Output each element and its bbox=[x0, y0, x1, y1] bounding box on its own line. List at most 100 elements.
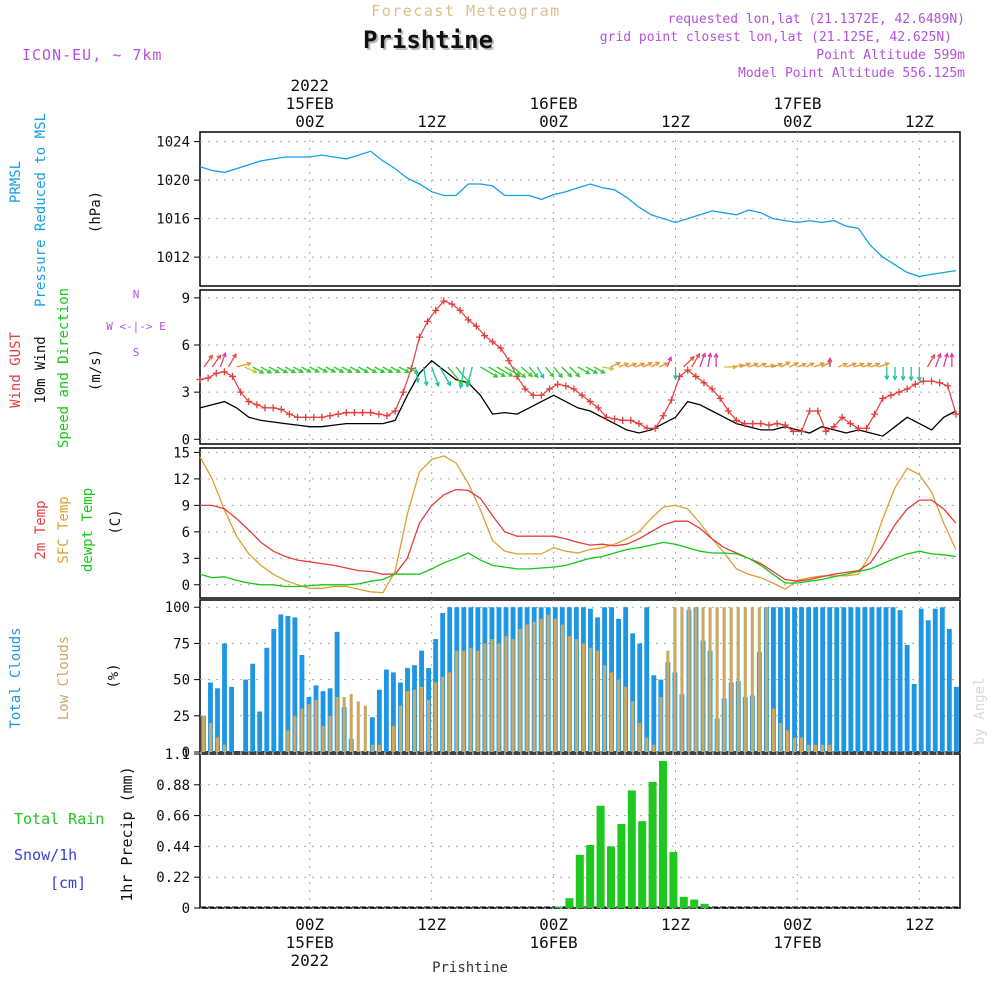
low-cloud-bar bbox=[652, 744, 656, 752]
gust-point bbox=[456, 306, 464, 314]
low-cloud-bar bbox=[504, 636, 508, 752]
rain-bar bbox=[565, 898, 574, 908]
wind-arrow bbox=[431, 366, 440, 387]
gust-point bbox=[822, 427, 830, 435]
wind-arrow bbox=[309, 366, 319, 373]
low-cloud-bar bbox=[497, 643, 501, 752]
gust-point bbox=[944, 382, 952, 390]
wind-arrow bbox=[260, 366, 272, 374]
total-cloud-bar bbox=[208, 682, 213, 752]
y-tick-label: 1012 bbox=[156, 250, 190, 266]
wind-arrow-head bbox=[493, 373, 499, 378]
gust-point bbox=[497, 344, 505, 352]
total-cloud-bar bbox=[939, 607, 945, 752]
wind-arrow bbox=[293, 366, 303, 373]
wind-arrow-head bbox=[732, 364, 738, 370]
total-cloud-bar bbox=[292, 617, 298, 752]
gust-point bbox=[310, 413, 318, 421]
total-cloud-bar bbox=[855, 607, 861, 752]
total-cloud-bar bbox=[813, 607, 819, 752]
gust-point bbox=[716, 394, 724, 402]
wind-unit: (m/s) bbox=[88, 349, 104, 391]
gust-point bbox=[594, 404, 602, 412]
wind-arrow bbox=[780, 361, 790, 368]
wind-arrow-head bbox=[900, 375, 906, 382]
rain-bar bbox=[648, 782, 657, 908]
y-tick-label: 0 bbox=[182, 432, 190, 448]
rain-bar bbox=[627, 790, 636, 908]
snow-unit-label: [cm] bbox=[50, 874, 86, 892]
wind-arrow-head bbox=[339, 368, 345, 373]
dewpt-label: dewpt Temp bbox=[80, 488, 96, 572]
gridpoint-coords: grid point closest lon,lat (21.125E, 42.… bbox=[600, 30, 952, 45]
top-tick-label: 12Z bbox=[417, 112, 446, 131]
cloud-unit: (%) bbox=[106, 663, 122, 688]
total-cloud-bar bbox=[369, 717, 375, 752]
model-label: ICON-EU, ~ 7km bbox=[22, 46, 162, 64]
gust-point bbox=[448, 300, 456, 308]
y-tick-label: 0 bbox=[182, 745, 190, 761]
wind-arrow-head bbox=[632, 362, 638, 368]
wind-arrow bbox=[699, 353, 706, 368]
gust-point bbox=[269, 404, 277, 412]
wind-arrow bbox=[252, 366, 264, 374]
wind-dir-label: Speed and Direction bbox=[56, 288, 72, 448]
wind-arrow bbox=[459, 366, 465, 388]
wind-arrow bbox=[610, 362, 621, 368]
low-cloud-bar bbox=[574, 639, 578, 752]
gust-point bbox=[196, 376, 204, 384]
wind-arrow-head bbox=[673, 375, 678, 381]
bottom-tick-label: 16FEB bbox=[529, 933, 577, 952]
top-tick-label: 17FEB bbox=[773, 94, 821, 113]
wind-arrow-head bbox=[363, 368, 369, 374]
y-tick-label: 9 bbox=[182, 498, 190, 514]
wind-arrow-head bbox=[221, 351, 227, 358]
wind-arrow-head bbox=[944, 352, 949, 358]
gust-point bbox=[277, 405, 285, 413]
wind-arrow-head bbox=[252, 368, 258, 374]
wind-arrow-head bbox=[689, 355, 695, 361]
temp-unit: (C) bbox=[108, 509, 124, 534]
low-cloud-bar bbox=[398, 705, 403, 752]
low-cloud-bar bbox=[666, 650, 670, 752]
gust-point bbox=[489, 338, 497, 346]
wind-arrow bbox=[439, 366, 451, 386]
gust-point bbox=[399, 388, 407, 396]
y-tick-label: 6 bbox=[182, 338, 190, 354]
wind-arrow-head bbox=[785, 361, 791, 366]
rain-bar bbox=[690, 899, 699, 908]
precip-unit: 1hr Precip (mm) bbox=[118, 766, 136, 901]
wind-arrow-head bbox=[528, 372, 534, 378]
y-tick-label: 50 bbox=[173, 673, 190, 689]
gust-point bbox=[261, 404, 269, 412]
low-cloud-bar bbox=[222, 744, 227, 752]
wind-arrow bbox=[528, 366, 539, 378]
total-cloud-bar bbox=[243, 679, 249, 752]
low-cloud-bar bbox=[750, 607, 754, 752]
wind-arrow-head bbox=[380, 368, 386, 374]
gust-point bbox=[667, 396, 675, 404]
wind-arrow bbox=[219, 352, 226, 368]
gust-point bbox=[895, 388, 903, 396]
wind-arrow bbox=[854, 363, 864, 368]
gust-point bbox=[789, 427, 797, 435]
wind-10m-label: 10m Wind bbox=[33, 336, 49, 403]
wind-arrow-head bbox=[458, 383, 464, 390]
total-cloud-bar bbox=[953, 686, 959, 752]
gust-point bbox=[708, 385, 716, 393]
panel-frame bbox=[199, 131, 961, 287]
rain-bar bbox=[659, 761, 667, 908]
wind-arrow-head bbox=[707, 352, 713, 358]
low-cloud-bar bbox=[701, 607, 705, 752]
y-tick-label: 1024 bbox=[156, 135, 190, 151]
wind-arrow bbox=[268, 366, 280, 374]
wind-arrow-head bbox=[208, 354, 213, 360]
low-cloud-bar bbox=[567, 636, 571, 752]
low-cloud-bar bbox=[821, 744, 825, 752]
wind-arrow bbox=[374, 366, 385, 373]
total-cloud-bar bbox=[771, 607, 776, 752]
wind-arrow bbox=[496, 366, 513, 377]
temperature-panel: 0 3 6 9 12 15 bbox=[173, 445, 961, 599]
total-cloud-bar bbox=[897, 610, 903, 752]
low-cloud-bar bbox=[764, 607, 768, 752]
